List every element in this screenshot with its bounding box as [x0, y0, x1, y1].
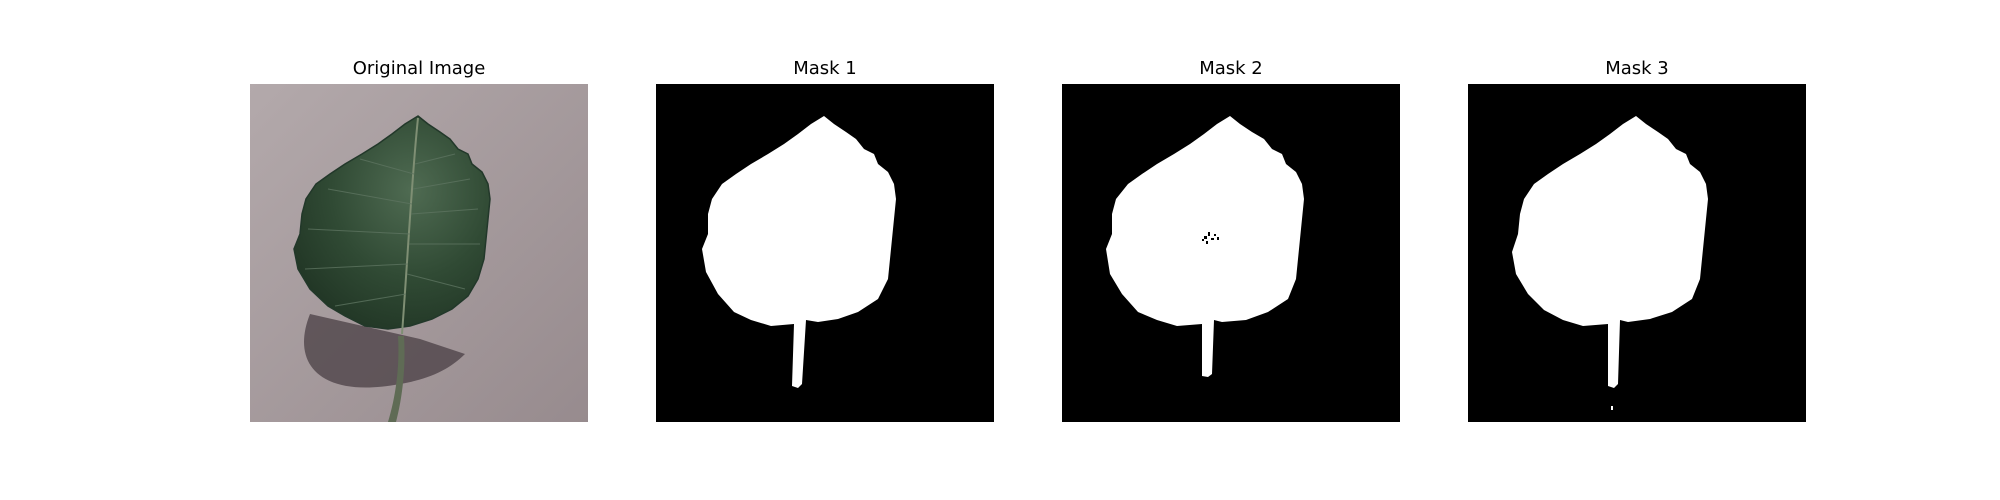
panel-mask-3: Mask 3 [1468, 0, 1806, 500]
mask-speckles [1202, 232, 1219, 244]
leaf-mask [702, 116, 896, 388]
panel-title: Mask 3 [1605, 58, 1669, 79]
leaf-mask [1106, 116, 1304, 377]
panel-mask-2: Mask 2 [1062, 0, 1400, 500]
mask-speck [1611, 406, 1613, 410]
panel-title: Mask 2 [1199, 58, 1263, 79]
leaf-blade [293, 115, 491, 330]
mask-1-image [656, 84, 994, 422]
panel-title: Mask 1 [793, 58, 857, 79]
leaf-stem [388, 336, 405, 422]
panel-original-image: Original Image [250, 0, 588, 500]
panel-title: Original Image [352, 58, 486, 79]
leaf-midrib [401, 117, 419, 335]
panel-mask-1: Mask 1 [656, 0, 994, 500]
mask-2-image [1062, 84, 1400, 422]
mask-3-image [1468, 84, 1806, 422]
leaf-mask [1512, 116, 1708, 388]
original-leaf-photo [250, 84, 588, 422]
leaf-veins [304, 153, 480, 307]
leaf-shadow [304, 314, 465, 388]
